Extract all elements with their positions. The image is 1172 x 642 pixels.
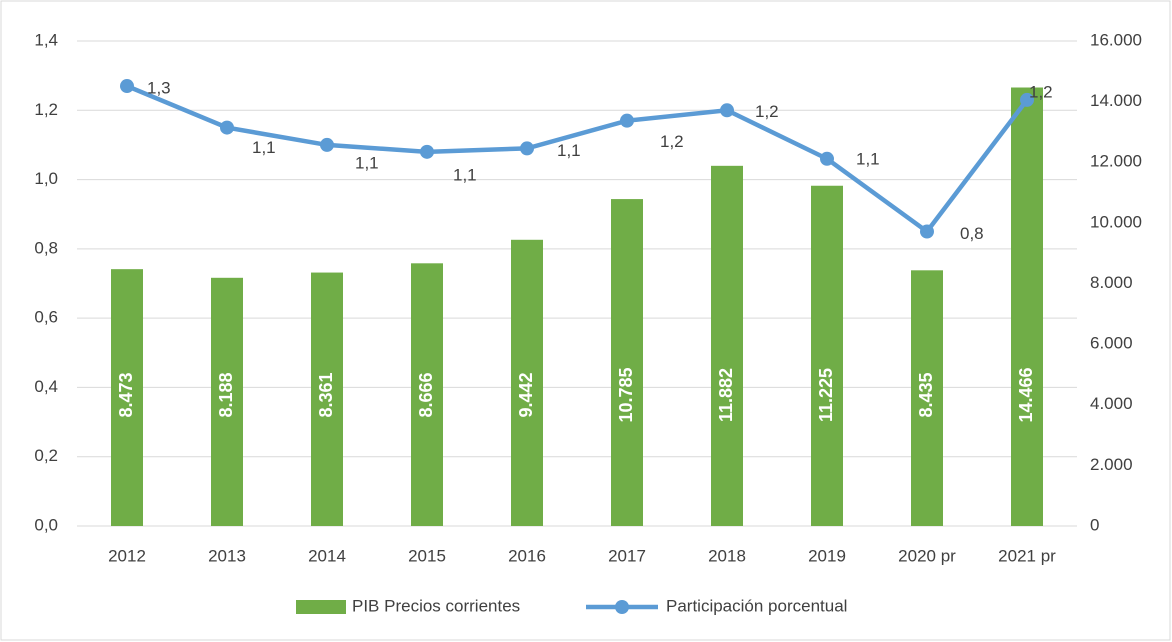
- y2-tick-label: 8.000: [1090, 273, 1133, 292]
- line: [126, 83, 1029, 235]
- bar-value-label: 8.435: [916, 372, 936, 417]
- bar-value-label: 8.361: [316, 372, 336, 417]
- x-tick-label: 2015: [408, 546, 446, 565]
- y-tick-label: 1,0: [34, 169, 58, 188]
- bar-value-label: 10.785: [616, 367, 636, 422]
- line-marker: [120, 79, 134, 94]
- line-marker: [520, 141, 534, 156]
- bar-value-label: 8.666: [416, 372, 436, 417]
- line-value-label: 1,3: [147, 79, 171, 98]
- bar: [711, 165, 743, 526]
- x-tick-label: 2019: [808, 546, 846, 565]
- bar-value-label: 14.466: [1016, 367, 1036, 422]
- y2-tick-label: 14.000: [1090, 91, 1142, 110]
- y2-tick-label: 16.000: [1090, 30, 1142, 49]
- y-tick-label: 0,4: [34, 377, 58, 396]
- line-value-label: 1,1: [355, 153, 379, 172]
- line-value-label: 1,1: [453, 165, 477, 184]
- bar: [911, 270, 943, 526]
- bar-value-label: 11.225: [816, 368, 836, 422]
- bar-value-label: 8.188: [216, 372, 236, 417]
- x-tick-label: 2018: [708, 546, 746, 565]
- x-tick-label: 2017: [608, 546, 646, 565]
- x-tick-label: 2016: [508, 546, 546, 565]
- legend-label: Participación porcentual: [666, 596, 847, 615]
- legend-swatch: [296, 600, 346, 614]
- line-marker: [1020, 92, 1034, 107]
- y2-tick-label: 6.000: [1090, 334, 1133, 353]
- line-marker: [720, 103, 734, 118]
- x-tick-label: 2013: [208, 546, 246, 565]
- y2-tick-label: 0: [1090, 515, 1099, 534]
- bar: [211, 277, 243, 526]
- line-marker: [920, 224, 934, 239]
- legend-label: PIB Precios corrientes: [352, 596, 520, 615]
- y-tick-label: 0,2: [34, 446, 58, 465]
- bar: [511, 239, 543, 526]
- line-value-label: 1,2: [660, 132, 684, 151]
- x-tick-label: 2012: [108, 546, 146, 565]
- bar: [611, 199, 643, 526]
- y-tick-label: 1,4: [34, 30, 58, 49]
- line-value-label: 1,1: [856, 149, 880, 168]
- bar-value-label: 9.442: [516, 372, 536, 417]
- bar: [411, 263, 443, 526]
- line-marker: [220, 120, 234, 135]
- y2-tick-label: 12.000: [1090, 152, 1142, 171]
- line-value-label: 1,1: [557, 141, 581, 160]
- bar: [1011, 87, 1043, 526]
- x-tick-label: 2021 pr: [998, 546, 1056, 565]
- line-value-label: 1,2: [1029, 82, 1053, 101]
- legend-swatch: [615, 600, 629, 614]
- line-marker: [820, 151, 834, 166]
- line-marker: [320, 137, 334, 152]
- y-tick-label: 1,2: [34, 100, 58, 119]
- y2-tick-label: 2.000: [1090, 455, 1133, 474]
- bar-value-label: 8.473: [116, 372, 136, 417]
- y-tick-label: 0,0: [34, 515, 58, 534]
- y2-tick-label: 4.000: [1090, 394, 1133, 413]
- line-value-label: 0,8: [960, 224, 984, 243]
- line-value-label: 1,2: [755, 102, 779, 121]
- bar: [311, 272, 343, 526]
- bar: [811, 185, 843, 526]
- bar: [111, 269, 143, 526]
- line-value-label: 1,1: [252, 138, 276, 157]
- y2-tick-label: 10.000: [1090, 212, 1142, 231]
- line-marker: [420, 144, 434, 159]
- x-tick-label: 2014: [308, 546, 346, 565]
- bar-value-label: 11.882: [716, 368, 736, 422]
- y-tick-label: 0,6: [34, 308, 58, 327]
- y-tick-label: 0,8: [34, 238, 58, 257]
- line-marker: [620, 113, 634, 128]
- x-tick-label: 2020 pr: [898, 546, 956, 565]
